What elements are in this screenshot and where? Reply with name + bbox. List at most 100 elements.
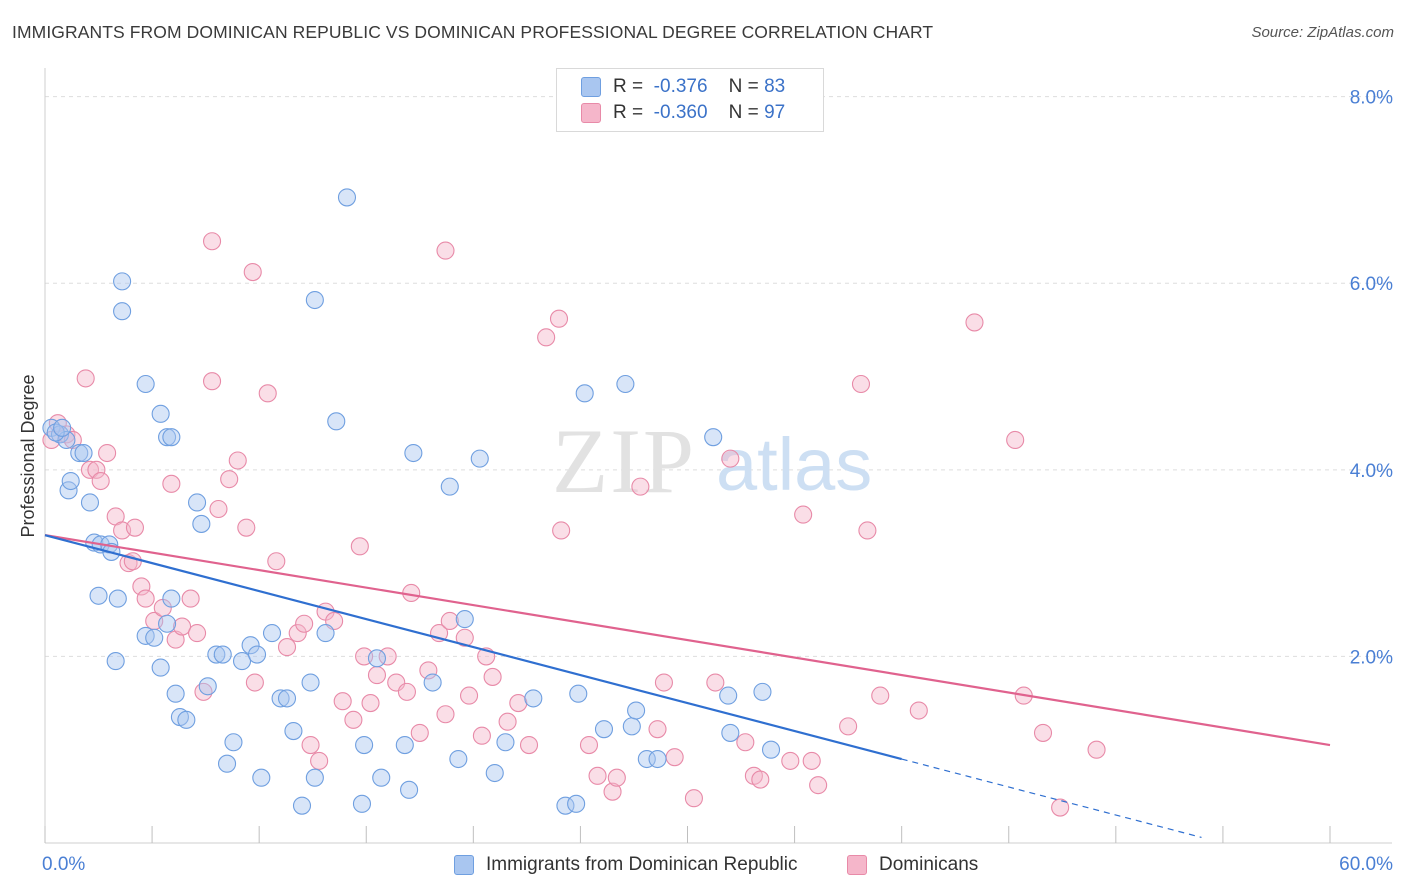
immigrants-point [158,428,177,447]
immigrants-point [136,374,155,394]
dominicans-point [220,470,239,489]
dominicans-point [871,686,890,705]
dominicans-point [648,720,667,739]
immigrants-point [247,645,267,664]
immigrants-point [305,768,324,787]
watermark-atlas: atlas [716,423,872,506]
immigrants-point [449,749,468,769]
y-tick-label: 6.0% [1350,274,1393,295]
dominicans-point [136,589,155,608]
dominicans-point [436,241,455,260]
immigrants-point [352,794,372,813]
immigrants-point [80,493,100,512]
immigrants-point [198,677,217,696]
dominicans-point [301,735,320,755]
dominicans-point [209,499,228,519]
immigrants-point [151,404,170,423]
dominicans-point [839,717,858,736]
dominicans-point [162,474,181,493]
bottom-legend-blue: Immigrants from Dominican Republic [454,852,798,878]
source-label: Source: ZipAtlas.com [1251,24,1394,41]
immigrants-point [53,418,72,437]
immigrants-point [145,628,164,647]
immigrants-point [158,614,177,633]
immigrants-point [108,589,127,608]
dominicans-point [350,537,369,556]
immigrants-point [301,673,320,692]
dominicans-point [588,766,607,785]
dominicans-point [1087,740,1106,759]
immigrants-point [271,689,290,708]
dominicans-point [245,673,264,692]
legend-row-pink: R = -0.360 N = 97 [581,101,785,125]
immigrants-point [355,735,374,755]
dominicans-point [509,694,528,713]
immigrants-point [327,412,346,431]
dominicans-point [87,460,106,479]
dominicans-point [519,735,539,755]
dominicans-point [361,694,380,713]
dominicans-point [631,477,650,496]
dominicans-point [498,712,517,731]
dominicans-point [607,768,626,787]
watermark-zip: ZIP [552,410,696,512]
dominicans-point [537,328,556,347]
dominicans-point [802,751,821,770]
immigrants-point [106,652,125,671]
immigrants-point [594,720,614,739]
immigrants-point [166,684,185,703]
immigrants-point [637,749,656,769]
immigrants-point [113,272,132,291]
legend-swatch-pink [581,103,601,123]
dominicans-point [721,449,740,468]
immigrants-point [188,493,207,512]
y-axis-label: Professional Degree [18,374,38,537]
legend-n-value: 97 [764,102,786,123]
immigrants-point [616,374,635,394]
y-axis-tick-labels: 2.0% 4.0% 6.0% 8.0% [1350,88,1393,669]
immigrants-point [316,624,335,643]
dominicans-point [654,673,673,692]
x-tick-label-min: 0.0% [42,854,85,875]
bottom-legend-label-blue: Immigrants from Dominican Republic [486,854,798,875]
immigrants-point [213,645,232,664]
watermark: ZIP atlas [552,410,872,512]
dominicans-point [267,552,286,571]
dominicans-point [203,372,222,391]
x-axis-ticks [44,826,1331,843]
immigrants-point [400,780,419,799]
bottom-legend-swatch-blue [454,855,474,875]
dominicans-point [333,692,352,711]
immigrants-point [404,443,423,463]
dominicans-point [132,577,151,596]
immigrants-point [61,471,80,491]
bottom-legend-swatch-pink [847,855,867,875]
immigrants-point [151,658,170,677]
immigrants-point [305,290,324,310]
dominicans-point [706,673,725,692]
dominicans-point [965,313,984,332]
dominicans-point [80,460,100,479]
dominicans-point [397,682,416,701]
immigrants-point [455,610,474,629]
dominicans-point [483,667,502,686]
dominicans-point [258,384,277,403]
dominicans-point [288,624,307,643]
dominicans-point [243,262,262,282]
dominicans-point [123,552,142,571]
dominicans-point [579,735,599,755]
immigrants-point [46,423,65,442]
dominicans-point [98,443,117,463]
immigrants-point [423,673,442,692]
immigrants-point [284,721,303,741]
immigrants-point [367,649,387,668]
immigrants-trend-line [44,534,902,761]
immigrants-point [575,384,594,403]
chart-title: IMMIGRANTS FROM DOMINICAN REPUBLIC VS DO… [12,22,934,42]
dominicans-point [440,611,459,631]
immigrants-point [74,443,93,463]
grid-lines [45,96,1392,657]
dominicans-point [277,638,297,657]
dominicans-point [684,789,703,808]
